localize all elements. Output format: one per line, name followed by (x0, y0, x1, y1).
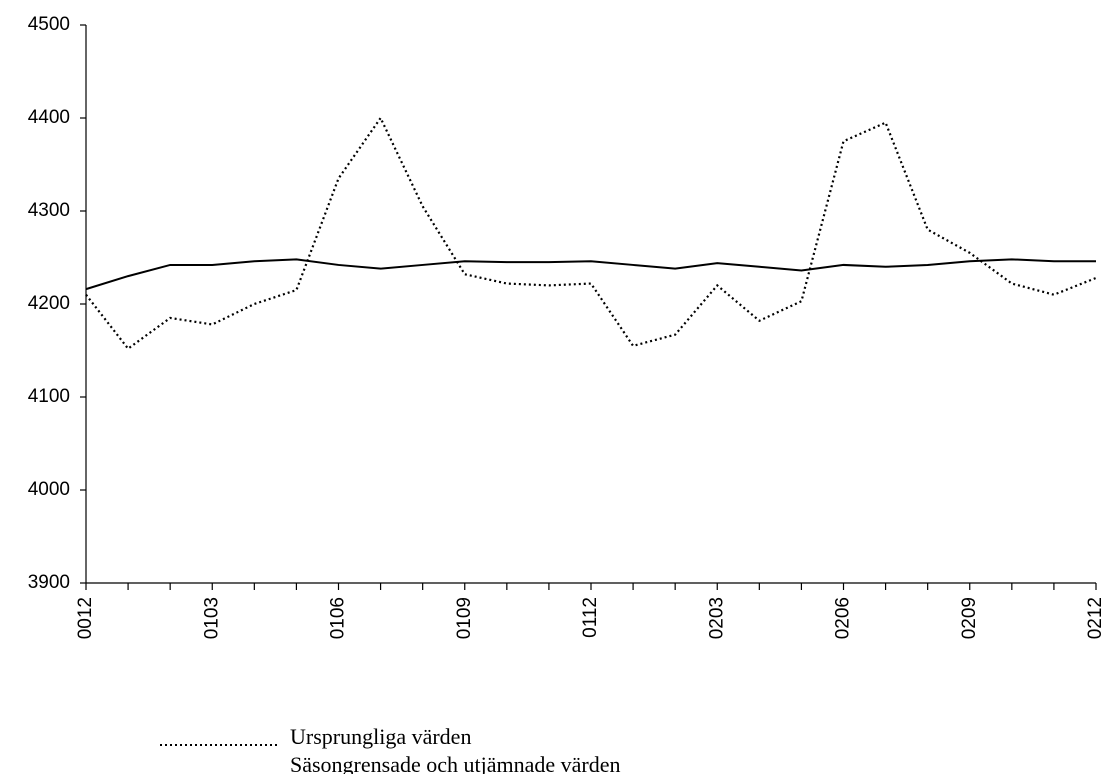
series-line (85, 258, 1096, 291)
x-tick-label: 0212 (1085, 597, 1106, 639)
y-tick-label: 4300 (28, 200, 70, 221)
y-tick-label: 4400 (28, 107, 70, 128)
x-tick-label: 0103 (201, 597, 222, 639)
legend-label: Ursprungliga värden (290, 724, 471, 749)
x-tick-label: 0206 (833, 597, 854, 639)
legend-label: Säsongrensade och utjämnade värden (290, 752, 621, 774)
x-tick-label: 0203 (706, 597, 727, 639)
series-line (85, 115, 1097, 351)
y-tick-label: 3900 (28, 572, 70, 593)
x-tick-label: 0209 (959, 597, 980, 639)
x-tick-label: 0012 (75, 597, 96, 639)
x-tick-label: 0106 (328, 597, 349, 639)
x-tick-label: 0112 (580, 597, 601, 638)
y-tick-label: 4000 (28, 479, 70, 500)
y-tick-label: 4100 (28, 386, 70, 407)
y-tick-label: 4200 (28, 293, 70, 314)
x-tick-label: 0109 (454, 597, 475, 639)
y-tick-label: 4500 (28, 14, 70, 35)
